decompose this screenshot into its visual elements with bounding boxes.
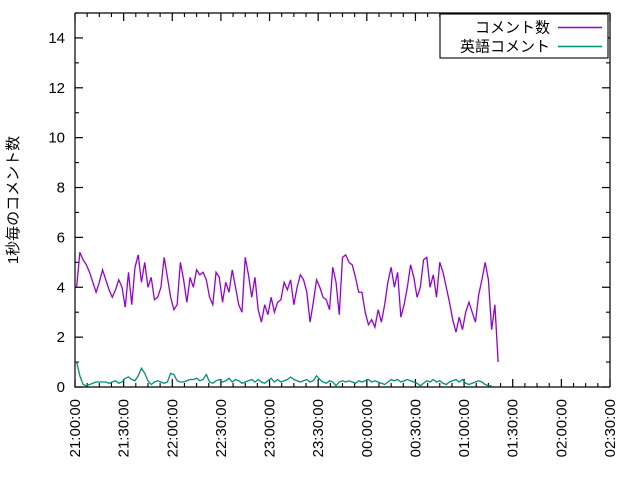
y-tick-label: 10 [48, 130, 65, 147]
plot-frame [74, 12, 611, 388]
legend-box [439, 13, 609, 59]
x-tick-label: 22:30:00 [213, 399, 230, 457]
y-tick-label: 14 [48, 30, 65, 47]
x-tick-label: 01:30:00 [505, 399, 522, 457]
legend-label-1: 英語コメント [460, 38, 550, 56]
y-tick-label: 8 [57, 180, 65, 197]
y-tick-label: 12 [48, 80, 65, 97]
series-line-1 [75, 361, 492, 387]
x-tick-label: 02:30:00 [602, 399, 619, 457]
x-tick-label: 00:30:00 [407, 399, 424, 457]
x-tick-label: 22:00:00 [164, 399, 181, 457]
y-tick-label: 4 [57, 279, 65, 296]
data-series-group [75, 252, 499, 387]
y-axis-ticks [75, 12, 610, 388]
x-tick-label: 23:00:00 [262, 399, 279, 457]
x-tick-label: 21:30:00 [116, 399, 133, 457]
y-tick-label: 6 [57, 229, 65, 246]
series-line-0 [75, 252, 499, 363]
x-tick-label: 02:00:00 [553, 399, 570, 457]
x-tick-label: 01:00:00 [456, 399, 473, 457]
y-tick-label: 0 [57, 379, 65, 396]
legend-label-0: コメント数 [475, 20, 550, 37]
x-tick-label: 23:30:00 [310, 399, 327, 457]
x-axis-tick-labels: 21:00:00 21:30:00 22:00:00 22:30:00 23:00:00… [67, 399, 619, 457]
x-tick-label: 21:00:00 [67, 399, 84, 457]
y-axis-title: 1秒毎のコメント数 [5, 136, 22, 264]
y-axis-tick-labels: 0 2 4 6 8 10 12 14 [48, 30, 65, 396]
y-tick-label: 2 [57, 329, 65, 346]
x-tick-label: 00:00:00 [359, 399, 376, 457]
